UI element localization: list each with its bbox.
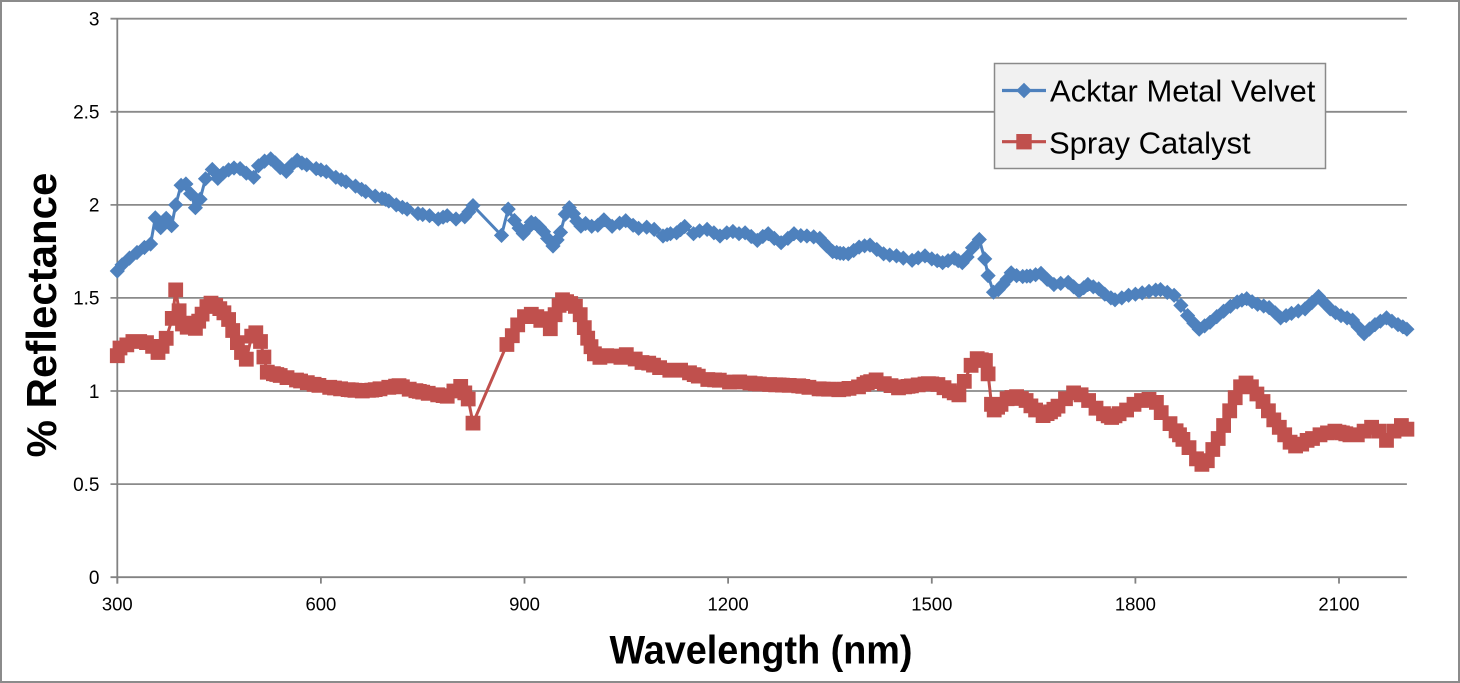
svg-text:300: 300 [102,594,133,615]
svg-text:Acktar Metal Velvet: Acktar Metal Velvet [1050,74,1316,109]
svg-text:0: 0 [89,568,100,589]
svg-text:Spray Catalyst: Spray Catalyst [1049,126,1251,161]
svg-text:3: 3 [89,10,100,31]
svg-text:600: 600 [305,594,336,615]
svg-text:1.5: 1.5 [73,289,99,310]
svg-text:2: 2 [89,196,100,217]
svg-text:1: 1 [89,382,100,403]
svg-text:0.5: 0.5 [73,475,99,496]
svg-text:1800: 1800 [1115,594,1156,615]
svg-text:1500: 1500 [911,594,952,615]
svg-text:Wavelength (nm): Wavelength (nm) [610,629,913,673]
svg-text:900: 900 [509,594,540,615]
svg-text:1200: 1200 [708,594,749,615]
svg-text:% Reflectance: % Reflectance [18,173,65,458]
svg-text:2100: 2100 [1318,594,1359,615]
svg-text:2.5: 2.5 [73,103,99,124]
